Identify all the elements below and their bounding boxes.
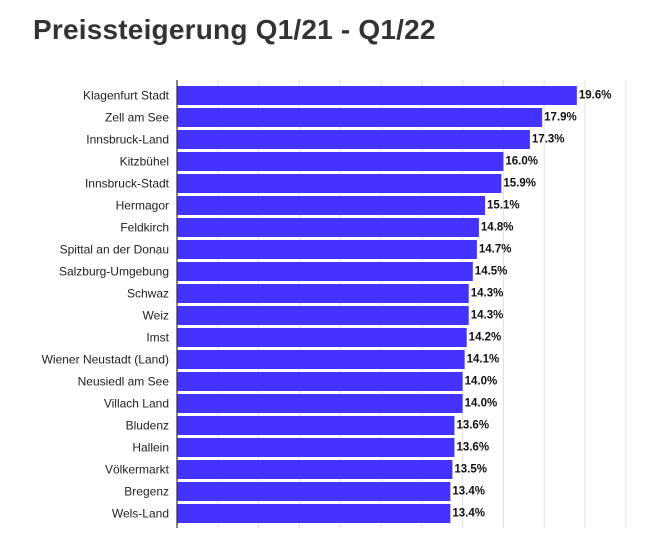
category-label: Neusiedl am See [78,375,170,389]
value-label: 13.5% [454,464,487,476]
value-label: 14.1% [467,354,500,366]
value-label: 13.6% [456,420,489,432]
bar [177,284,469,303]
category-label: Weiz [143,309,169,323]
category-label: Feldkirch [120,221,169,235]
bar [177,86,577,105]
value-label: 17.3% [532,134,565,146]
category-label: Wels-Land [112,507,169,521]
category-label: Innsbruck-Land [86,133,169,147]
value-label: 13.4% [452,486,485,498]
bar [177,174,502,193]
bar [177,328,467,347]
category-label: Hallein [132,441,169,455]
value-label: 14.0% [465,398,498,410]
value-label: 14.0% [465,376,498,388]
bar [177,504,451,523]
bar [177,130,530,149]
value-label: 14.7% [479,244,512,256]
chart-title: Preissteigerung Q1/21 - Q1/22 [33,14,436,45]
category-label: Völkermarkt [105,463,170,477]
category-label: Bludenz [126,419,169,433]
value-label: 14.2% [469,332,502,344]
bar [177,482,451,501]
bar [177,438,455,457]
value-label: 19.6% [579,90,612,102]
bar [177,394,463,413]
bar [177,108,543,127]
value-label: 15.9% [503,178,536,190]
bar [177,218,479,237]
category-label: Imst [146,331,169,345]
bars [177,86,577,523]
value-label: 17.9% [544,112,577,124]
value-label: 15.1% [487,200,520,212]
category-label: Villach Land [104,397,169,411]
category-label: Spittal an der Donau [60,243,169,257]
bar [177,372,463,391]
bar [177,196,486,215]
bar [177,306,469,325]
value-label: 13.4% [452,508,485,520]
bar [177,416,455,435]
category-label: Schwaz [127,287,169,301]
bar [177,460,453,479]
value-label: 14.3% [471,310,504,322]
category-label: Zell am See [105,111,169,125]
bar [177,350,465,369]
category-label: Klagenfurt Stadt [83,89,170,103]
value-labels: 19.6%17.9% 17.3% 16.0% 15.9% 15.1% 14.8% 14.7%… [452,90,611,520]
bar [177,262,473,281]
category-labels: Klagenfurt Stadt Zell am See Innsbruck-Lan… [42,89,170,521]
value-label: 14.3% [471,288,504,300]
value-label: 14.5% [475,266,508,278]
category-label: Hermagor [116,199,169,213]
category-label: Wiener Neustadt (Land) [42,353,169,367]
bar [177,152,504,171]
value-label: 13.6% [456,442,489,454]
category-label: Innsbruck-Stadt [85,177,170,191]
category-label: Kitzbühel [120,155,169,169]
value-label: 14.8% [481,222,514,234]
category-label: Salzburg-Umgebung [59,265,169,279]
value-label: 16.0% [505,156,538,168]
bar [177,240,477,259]
category-label: Bregenz [124,485,169,499]
